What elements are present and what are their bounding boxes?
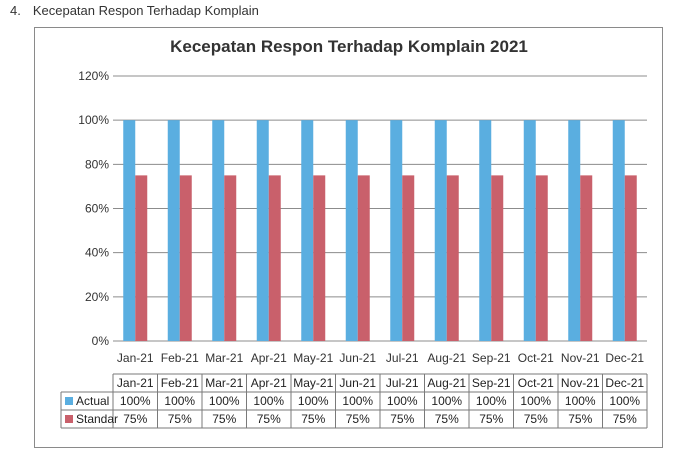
table-value-cell: 75% bbox=[212, 412, 236, 426]
x-tick-label: Aug-21 bbox=[427, 351, 466, 365]
table-header-cell: Jul-21 bbox=[386, 376, 419, 390]
x-tick-label: May-21 bbox=[293, 351, 333, 365]
x-tick-label: Oct-21 bbox=[518, 351, 554, 365]
table-header-cell: Sep-21 bbox=[472, 376, 511, 390]
bar-actual bbox=[123, 120, 136, 342]
bar-actual bbox=[434, 120, 447, 342]
bar-standar bbox=[446, 175, 459, 341]
table-value-cell: 75% bbox=[257, 412, 281, 426]
x-tick-label: Sep-21 bbox=[472, 351, 511, 365]
chart-frame: Kecepatan Respon Terhadap Komplain 2021 0… bbox=[34, 27, 663, 448]
table-value-cell: 100% bbox=[431, 394, 462, 408]
table-value-cell: 75% bbox=[390, 412, 414, 426]
y-tick-label: 80% bbox=[85, 157, 109, 171]
bar-standar bbox=[135, 175, 148, 341]
y-tick-label: 20% bbox=[85, 290, 109, 304]
table-value-cell: 100% bbox=[209, 394, 240, 408]
bar-standar bbox=[224, 175, 237, 341]
table-header-cell: Nov-21 bbox=[561, 376, 600, 390]
x-tick-label: Dec-21 bbox=[605, 351, 644, 365]
table-value-cell: 75% bbox=[479, 412, 503, 426]
x-tick-label: Jan-21 bbox=[117, 351, 154, 365]
chart-title: Kecepatan Respon Terhadap Komplain 2021 bbox=[170, 37, 528, 56]
chart-canvas: Kecepatan Respon Terhadap Komplain 2021 0… bbox=[60, 37, 648, 429]
bar-standar bbox=[624, 175, 637, 341]
table-value-cell: 75% bbox=[613, 412, 637, 426]
table-value-cell: 100% bbox=[120, 394, 151, 408]
table-value-cell: 100% bbox=[609, 394, 640, 408]
table-header-cell: Aug-21 bbox=[427, 376, 466, 390]
bar-standar bbox=[357, 175, 370, 341]
bar-actual bbox=[523, 120, 536, 342]
table-header-cell: Dec-21 bbox=[605, 376, 644, 390]
bar-standar bbox=[535, 175, 548, 341]
heading-text: Kecepatan Respon Terhadap Komplain bbox=[32, 3, 259, 18]
y-tick-label: 40% bbox=[85, 246, 109, 260]
bar-actual bbox=[212, 120, 225, 342]
bar-actual bbox=[301, 120, 314, 342]
legend-swatch-actual bbox=[65, 397, 73, 405]
table-value-cell: 75% bbox=[301, 412, 325, 426]
y-tick-label: 0% bbox=[92, 334, 110, 348]
table-value-cell: 100% bbox=[342, 394, 373, 408]
table-value-cell: 75% bbox=[123, 412, 147, 426]
table-value-cell: 100% bbox=[387, 394, 418, 408]
table-header-cell: Jun-21 bbox=[339, 376, 376, 390]
bar-actual bbox=[479, 120, 492, 342]
table-value-cell: 75% bbox=[435, 412, 459, 426]
table-value-cell: 75% bbox=[524, 412, 548, 426]
table-value-cell: 100% bbox=[298, 394, 329, 408]
bar-actual bbox=[390, 120, 403, 342]
y-tick-label: 60% bbox=[85, 202, 109, 216]
bar-standar bbox=[402, 175, 415, 341]
legend-label-standar: Standar bbox=[76, 412, 118, 426]
table-header-cell: Jan-21 bbox=[117, 376, 154, 390]
bar-standar bbox=[580, 175, 593, 341]
table-header-cell: Oct-21 bbox=[518, 376, 554, 390]
table-header-cell: Feb-21 bbox=[161, 376, 199, 390]
bar-actual bbox=[345, 120, 358, 342]
bar-actual bbox=[256, 120, 269, 342]
heading-number: 4. bbox=[10, 3, 21, 18]
table-header-cell: Mar-21 bbox=[205, 376, 243, 390]
bar-standar bbox=[313, 175, 326, 341]
x-tick-label: Apr-21 bbox=[251, 351, 287, 365]
table-value-cell: 100% bbox=[565, 394, 596, 408]
table-value-cell: 100% bbox=[520, 394, 551, 408]
table-value-cell: 75% bbox=[346, 412, 370, 426]
bar-actual bbox=[612, 120, 625, 342]
bar-standar bbox=[268, 175, 281, 341]
table-value-cell: 75% bbox=[168, 412, 192, 426]
bar-standar bbox=[491, 175, 504, 341]
bar-standar bbox=[179, 175, 192, 341]
x-tick-label: Mar-21 bbox=[205, 351, 243, 365]
table-value-cell: 100% bbox=[164, 394, 195, 408]
y-tick-label: 100% bbox=[78, 113, 109, 127]
x-tick-label: Nov-21 bbox=[561, 351, 600, 365]
x-tick-label: Jul-21 bbox=[386, 351, 419, 365]
table-header-cell: May-21 bbox=[293, 376, 333, 390]
legend-label-actual: Actual bbox=[76, 394, 109, 408]
document-heading: 4. Kecepatan Respon Terhadap Komplain bbox=[10, 3, 259, 18]
legend-swatch-standar bbox=[65, 415, 73, 423]
table-header-cell: Apr-21 bbox=[251, 376, 287, 390]
bar-actual bbox=[568, 120, 581, 342]
y-tick-label: 120% bbox=[78, 69, 109, 83]
table-value-cell: 100% bbox=[476, 394, 507, 408]
x-tick-label: Jun-21 bbox=[339, 351, 376, 365]
table-value-cell: 75% bbox=[568, 412, 592, 426]
x-tick-label: Feb-21 bbox=[161, 351, 199, 365]
bar-actual bbox=[167, 120, 180, 342]
table-value-cell: 100% bbox=[253, 394, 284, 408]
